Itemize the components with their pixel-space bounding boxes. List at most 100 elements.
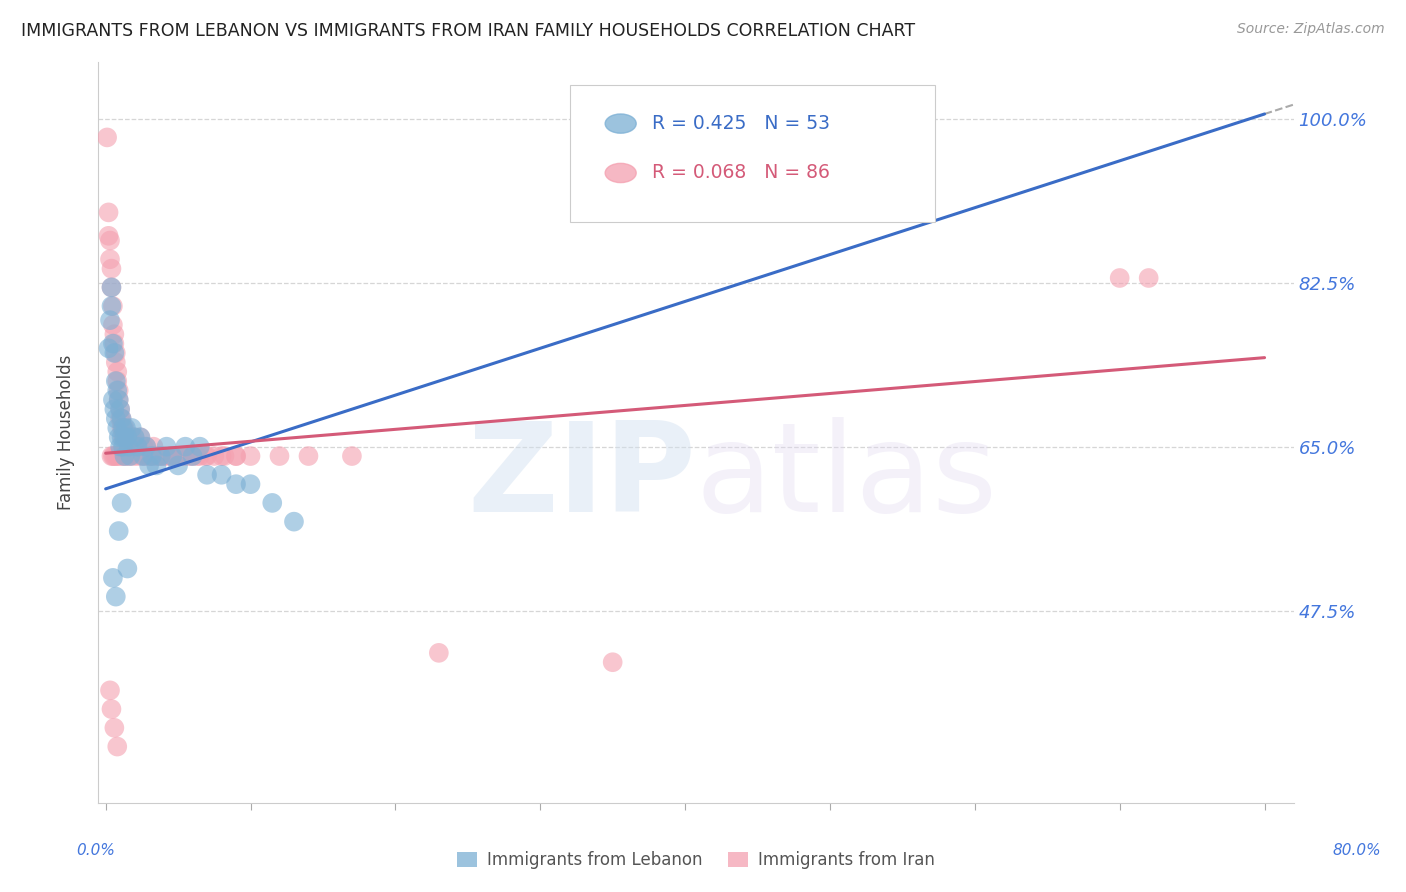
Point: [110, 411, 132, 425]
Point: [167, 458, 190, 473]
Point: [117, 430, 139, 444]
Point: [202, 449, 225, 463]
Point: [114, 430, 136, 444]
Point: [114, 421, 136, 435]
Point: [114, 430, 136, 444]
Point: [107, 384, 129, 398]
Text: 80.0%: 80.0%: [1333, 843, 1381, 858]
Point: [108, 449, 131, 463]
Point: [121, 421, 143, 435]
Point: [172, 449, 194, 463]
Point: [104, 346, 127, 360]
Text: IMMIGRANTS FROM LEBANON VS IMMIGRANTS FROM IRAN FAMILY HOUSEHOLDS CORRELATION CH: IMMIGRANTS FROM LEBANON VS IMMIGRANTS FR…: [21, 22, 915, 40]
Point: [104, 449, 127, 463]
Point: [165, 449, 187, 463]
Text: 0.0%: 0.0%: [76, 843, 115, 858]
Point: [125, 440, 148, 454]
Point: [135, 440, 157, 454]
Point: [146, 449, 169, 463]
Point: [110, 421, 132, 435]
Point: [194, 449, 217, 463]
Point: [100, 449, 122, 463]
Point: [427, 646, 450, 660]
Point: [112, 449, 135, 463]
Point: [124, 430, 146, 444]
Point: [107, 392, 129, 407]
Point: [174, 440, 197, 454]
Point: [122, 440, 145, 454]
Point: [97, 205, 120, 219]
Point: [239, 449, 262, 463]
Point: [239, 477, 262, 491]
Point: [100, 280, 122, 294]
Point: [100, 702, 122, 716]
Text: R = 0.068   N = 86: R = 0.068 N = 86: [652, 163, 830, 183]
Point: [195, 467, 218, 482]
Point: [117, 430, 139, 444]
Y-axis label: Family Households: Family Households: [56, 355, 75, 510]
Point: [110, 430, 132, 444]
Point: [181, 449, 204, 463]
Point: [179, 449, 201, 463]
Point: [138, 458, 160, 473]
Point: [195, 449, 218, 463]
Point: [149, 449, 172, 463]
Point: [97, 341, 120, 355]
Point: [108, 402, 131, 417]
Point: [103, 449, 125, 463]
Point: [118, 440, 141, 454]
Point: [124, 430, 146, 444]
FancyBboxPatch shape: [571, 85, 935, 221]
Point: [132, 440, 155, 454]
Point: [97, 228, 120, 243]
Point: [105, 449, 128, 463]
Point: [103, 327, 125, 342]
Point: [101, 392, 124, 407]
Point: [105, 374, 128, 388]
Point: [108, 402, 131, 417]
Point: [129, 430, 152, 444]
Point: [105, 365, 128, 379]
Point: [112, 440, 135, 454]
Point: [138, 449, 160, 463]
Point: [129, 430, 152, 444]
Point: [211, 449, 233, 463]
Point: [146, 449, 169, 463]
Point: [108, 440, 131, 454]
Point: [101, 449, 124, 463]
Point: [141, 449, 163, 463]
Point: [117, 561, 139, 575]
Point: [132, 449, 155, 463]
Point: [225, 449, 247, 463]
Point: [120, 449, 142, 463]
Point: [135, 440, 157, 454]
Point: [98, 234, 121, 248]
Point: [107, 430, 129, 444]
Point: [110, 496, 132, 510]
Point: [104, 411, 127, 425]
Point: [225, 449, 247, 463]
Point: [162, 449, 184, 463]
Point: [152, 449, 174, 463]
Text: Source: ZipAtlas.com: Source: ZipAtlas.com: [1237, 22, 1385, 37]
Point: [181, 449, 204, 463]
Point: [101, 571, 124, 585]
Point: [105, 739, 128, 754]
Text: ZIP: ZIP: [467, 417, 696, 538]
Point: [104, 355, 127, 369]
Point: [142, 440, 165, 454]
Point: [118, 449, 141, 463]
Point: [105, 421, 128, 435]
Point: [112, 430, 135, 444]
Text: atlas: atlas: [696, 417, 998, 538]
Point: [100, 261, 122, 276]
Point: [174, 449, 197, 463]
Circle shape: [605, 114, 637, 133]
Point: [105, 384, 128, 398]
Text: R = 0.425   N = 53: R = 0.425 N = 53: [652, 114, 830, 133]
Point: [112, 421, 135, 435]
Point: [103, 346, 125, 360]
Point: [100, 280, 122, 294]
Point: [152, 449, 174, 463]
Point: [225, 477, 247, 491]
